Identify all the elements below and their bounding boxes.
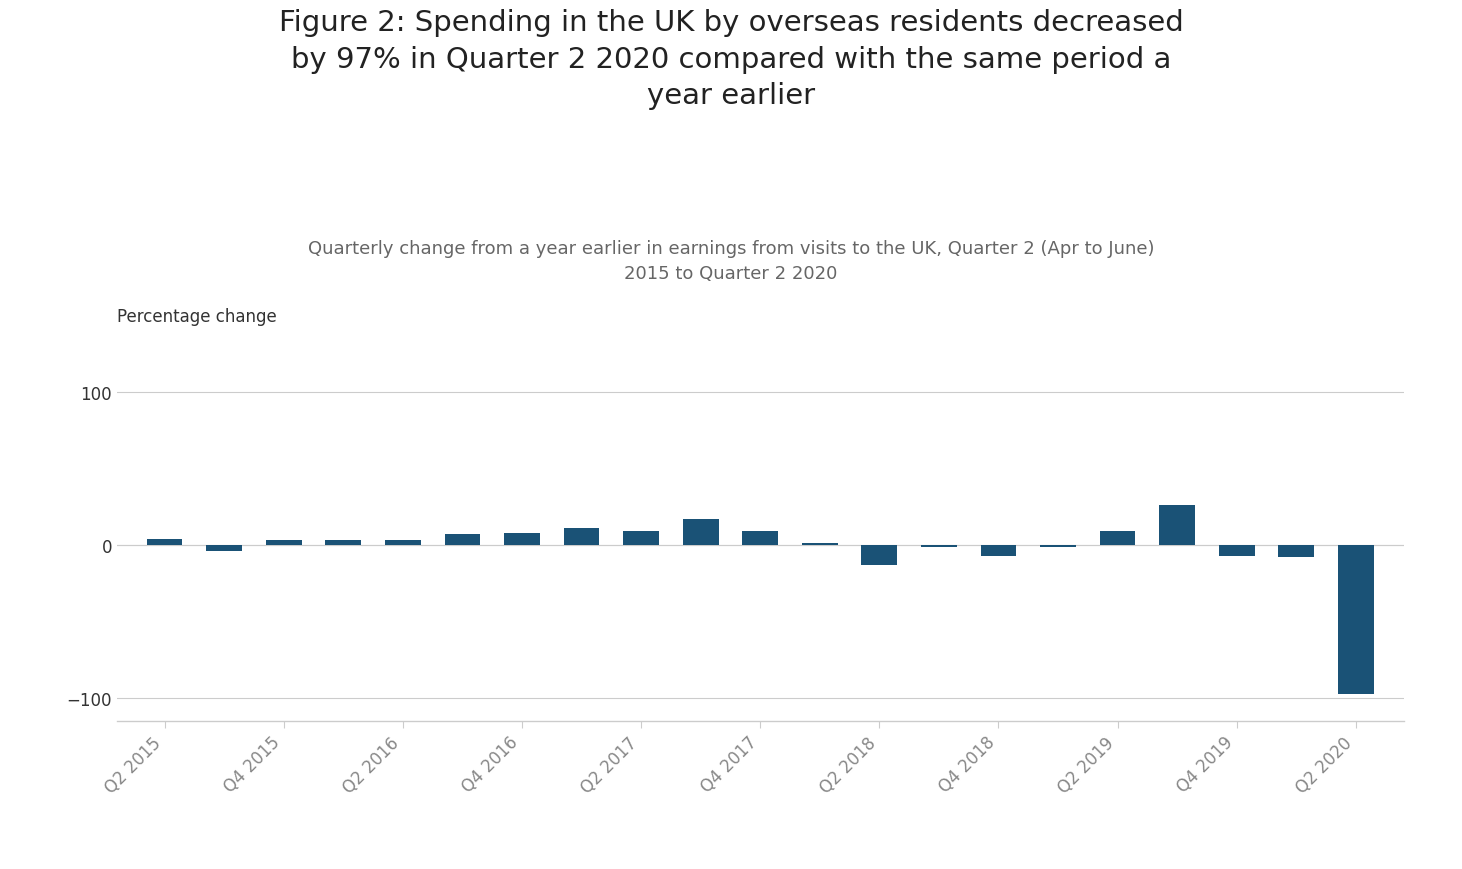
- Bar: [1338, 546, 1374, 693]
- Bar: [266, 541, 301, 546]
- Bar: [743, 532, 778, 546]
- Bar: [623, 532, 659, 546]
- Bar: [1099, 532, 1136, 546]
- Bar: [444, 534, 481, 546]
- Bar: [146, 540, 183, 546]
- Bar: [564, 528, 599, 546]
- Bar: [683, 520, 718, 546]
- Bar: [1039, 546, 1076, 547]
- Bar: [1278, 546, 1314, 558]
- Text: Quarterly change from a year earlier in earnings from visits to the UK, Quarter : Quarterly change from a year earlier in …: [307, 240, 1155, 282]
- Bar: [921, 546, 956, 547]
- Bar: [803, 544, 838, 546]
- Text: Figure 2: Spending in the UK by overseas residents decreased
by 97% in Quarter 2: Figure 2: Spending in the UK by overseas…: [279, 9, 1183, 110]
- Text: Percentage change: Percentage change: [117, 308, 276, 326]
- Bar: [206, 546, 243, 552]
- Bar: [326, 541, 361, 546]
- Bar: [1219, 546, 1254, 556]
- Bar: [861, 546, 898, 565]
- Bar: [1159, 506, 1194, 546]
- Bar: [981, 546, 1016, 556]
- Bar: [385, 541, 421, 546]
- Bar: [504, 534, 539, 546]
